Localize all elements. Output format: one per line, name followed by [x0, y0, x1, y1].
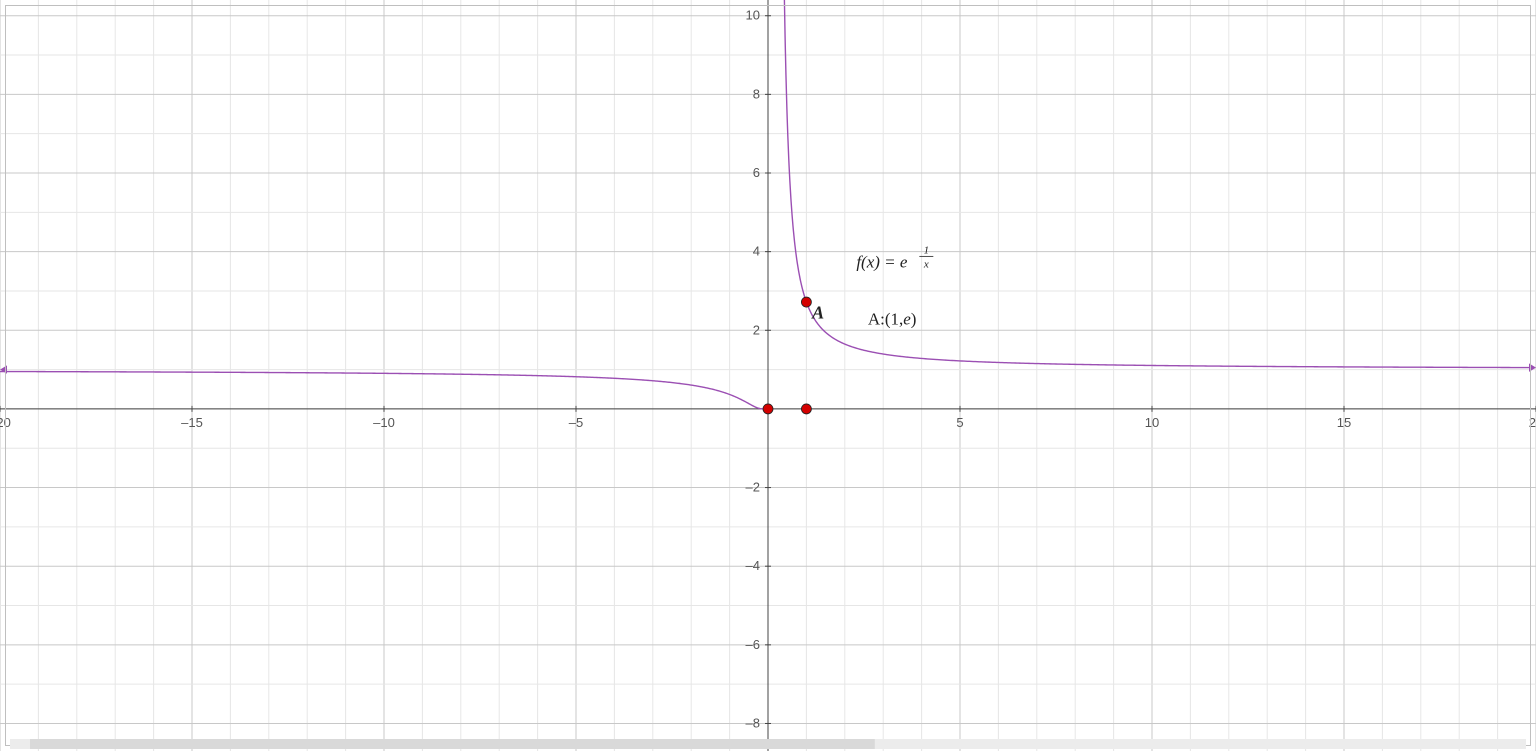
- x-tick-label: –10: [373, 415, 395, 430]
- x-tick-label: 15: [1337, 415, 1351, 430]
- point-one-zero: [801, 404, 811, 414]
- y-tick-label: 6: [753, 165, 760, 180]
- y-tick-label: –2: [746, 480, 760, 495]
- function-label-exp-num: 1: [924, 244, 930, 256]
- point-A: [801, 297, 811, 307]
- function-label-base: f(x) = e: [856, 252, 908, 271]
- y-tick-label: 2: [753, 322, 760, 337]
- x-tick-label: –5: [569, 415, 583, 430]
- x-tick-label: –15: [181, 415, 203, 430]
- y-tick-label: –8: [746, 715, 760, 730]
- point-origin: [763, 404, 773, 414]
- x-tick-label: 5: [956, 415, 963, 430]
- y-tick-label: 10: [746, 8, 760, 23]
- y-tick-label: 8: [753, 86, 760, 101]
- y-tick-label: 4: [753, 244, 760, 259]
- point-caption: A:(1,e): [868, 309, 917, 328]
- scrollbar-thumb[interactable]: [30, 739, 875, 749]
- function-label-exp-den: x: [923, 258, 929, 270]
- y-tick-label: –4: [746, 558, 760, 573]
- point-label-A: A: [811, 302, 824, 322]
- x-tick-label: 10: [1145, 415, 1159, 430]
- x-tick-label: 20: [1529, 415, 1536, 430]
- function-plot: –20–15–10–55101520–8–6–4–2246810Af(x) = …: [0, 0, 1536, 751]
- y-tick-label: –6: [746, 637, 760, 652]
